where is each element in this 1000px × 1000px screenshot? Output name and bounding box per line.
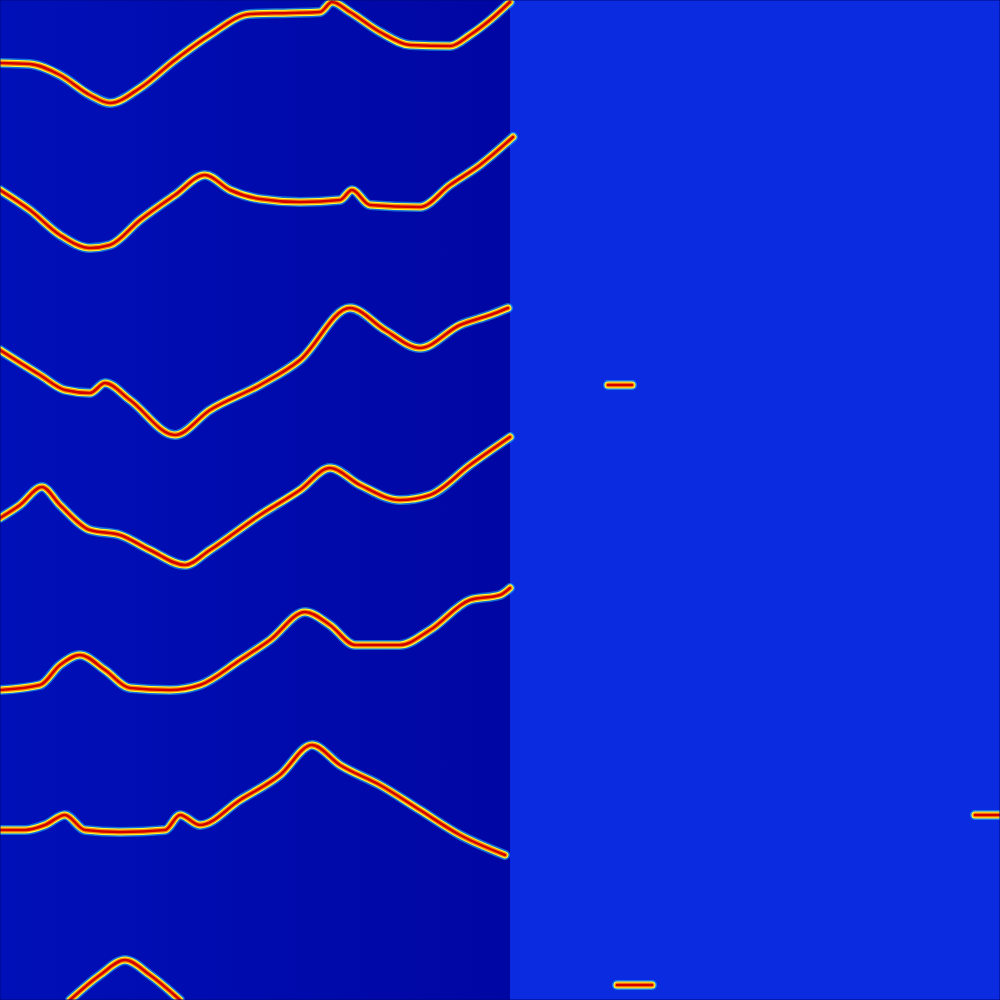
line-glow [608,383,632,388]
line-glow [70,960,180,1000]
line-glow [0,437,510,565]
chart [0,0,1000,1000]
line-glow [975,812,1000,819]
line-glow [0,588,510,690]
line-glow [0,2,510,103]
line [0,437,510,565]
line-glow [0,308,508,435]
line-glow [0,437,510,565]
plot-frame [0,0,1000,1000]
line [0,2,510,103]
series [617,985,652,986]
series [0,2,510,103]
background [0,0,1000,1000]
line-glow [0,308,508,435]
line [975,814,1000,817]
line-glow [70,960,180,1000]
line-glow [0,588,510,690]
line-glow [0,137,513,248]
series [975,815,1000,816]
series [0,437,510,565]
line-glow [0,745,505,855]
line-glow [617,980,652,990]
line [70,960,180,1000]
line-glow [0,137,513,248]
line-glow [0,137,513,248]
line-glow [0,745,505,855]
line-glow [0,745,505,855]
line-glow [975,810,1000,820]
line-glow [0,2,510,103]
line-glow [617,982,652,989]
series [608,385,632,386]
line-glow [975,813,1000,818]
line-glow [0,2,510,103]
line-glow [0,588,510,690]
line-glow [0,308,508,435]
series [0,588,510,690]
series [0,745,505,855]
line-glow [0,437,510,565]
line [0,745,505,855]
line [608,384,632,387]
series [70,960,180,1000]
series [0,137,513,248]
background-dark [0,0,510,1000]
series [0,308,508,435]
line [0,137,513,248]
line-glow [608,382,632,389]
line-glow [608,380,632,390]
plot-area [0,2,1000,1000]
line [617,984,652,987]
line [0,588,510,690]
line-glow [70,960,180,1000]
line [0,308,508,435]
line-glow [617,983,652,988]
